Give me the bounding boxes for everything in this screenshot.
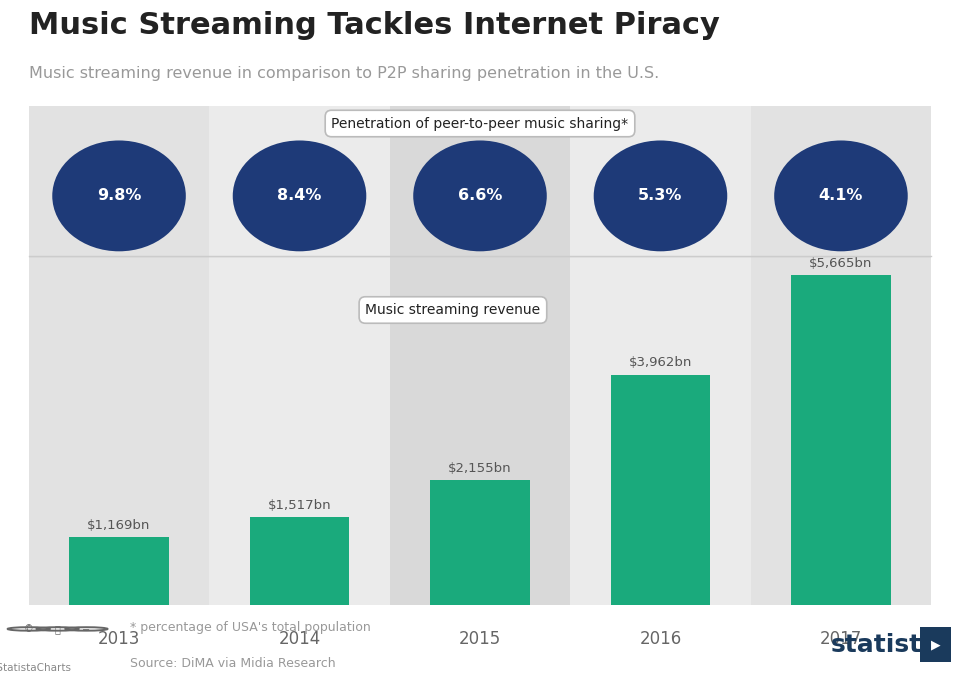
Circle shape: [593, 140, 728, 251]
Bar: [250, 517, 349, 605]
Circle shape: [232, 140, 367, 251]
Text: 2015: 2015: [459, 630, 501, 648]
Text: 6.6%: 6.6%: [458, 188, 502, 203]
Bar: [29, 256, 209, 605]
Text: 2013: 2013: [98, 630, 140, 648]
Bar: [390, 106, 570, 256]
Text: 2017: 2017: [820, 630, 862, 648]
Text: ▶: ▶: [930, 638, 941, 651]
Text: Music streaming revenue in comparison to P2P sharing penetration in the U.S.: Music streaming revenue in comparison to…: [29, 66, 660, 81]
Text: Music streaming revenue: Music streaming revenue: [366, 303, 540, 317]
Circle shape: [413, 140, 547, 251]
Text: 8.4%: 8.4%: [277, 188, 322, 203]
Bar: [570, 256, 751, 605]
Text: statista: statista: [830, 633, 939, 657]
Text: $2,155bn: $2,155bn: [448, 462, 512, 475]
Bar: [611, 375, 710, 605]
Text: $5,665bn: $5,665bn: [809, 257, 873, 270]
Text: ⓘ: ⓘ: [55, 624, 60, 634]
Text: $1,517bn: $1,517bn: [268, 499, 331, 512]
Text: ©: ©: [24, 624, 34, 634]
Text: 9.8%: 9.8%: [97, 188, 141, 203]
Text: @StatistaCharts: @StatistaCharts: [0, 661, 71, 672]
Bar: [209, 106, 390, 256]
Bar: [751, 106, 931, 256]
FancyBboxPatch shape: [920, 627, 951, 662]
Bar: [29, 106, 209, 256]
Bar: [751, 256, 931, 605]
Text: 5.3%: 5.3%: [638, 188, 683, 203]
Text: $1,169bn: $1,169bn: [87, 519, 151, 532]
Text: 2014: 2014: [278, 630, 321, 648]
Text: Music Streaming Tackles Internet Piracy: Music Streaming Tackles Internet Piracy: [29, 11, 720, 40]
Circle shape: [52, 140, 186, 251]
Text: * percentage of USA's total population: * percentage of USA's total population: [130, 621, 371, 634]
Text: Source: DiMA via Midia Research: Source: DiMA via Midia Research: [130, 657, 335, 670]
Text: 2016: 2016: [639, 630, 682, 648]
Text: $3,962bn: $3,962bn: [629, 356, 692, 369]
Text: 4.1%: 4.1%: [819, 188, 863, 203]
Bar: [69, 537, 169, 605]
Bar: [390, 256, 570, 605]
Bar: [430, 479, 530, 605]
Bar: [209, 256, 390, 605]
Text: =: =: [83, 624, 90, 634]
Bar: [791, 276, 891, 605]
Circle shape: [774, 140, 908, 251]
Text: Penetration of peer-to-peer music sharing*: Penetration of peer-to-peer music sharin…: [331, 116, 629, 131]
Bar: [570, 106, 751, 256]
